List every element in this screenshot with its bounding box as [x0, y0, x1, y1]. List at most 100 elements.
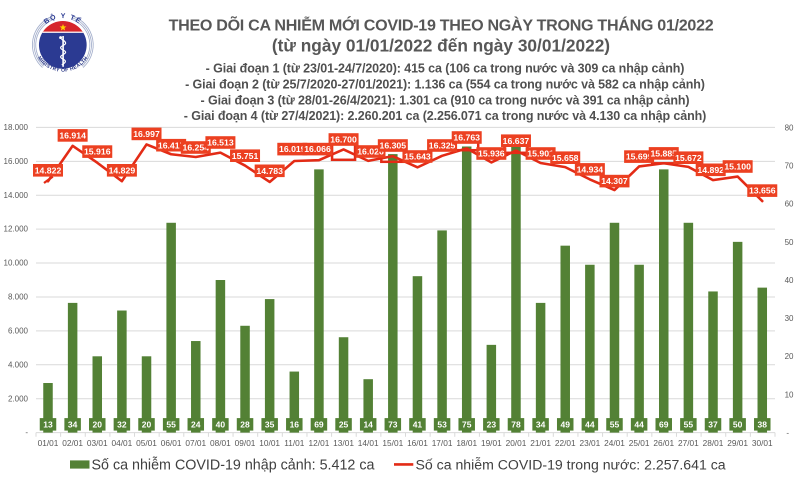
svg-text:4.000: 4.000 [8, 360, 29, 369]
svg-text:16/01: 16/01 [407, 438, 428, 448]
svg-text:13/01: 13/01 [333, 438, 354, 448]
svg-text:53: 53 [437, 419, 447, 429]
svg-text:2.000: 2.000 [8, 394, 29, 403]
svg-text:(từ ngày 01/01/2022 đến ngày 3: (từ ngày 01/01/2022 đến ngày 30/01/2022) [272, 36, 610, 56]
svg-text:16.000: 16.000 [4, 157, 29, 166]
svg-text:15.936: 15.936 [478, 149, 505, 159]
svg-text:25/01: 25/01 [629, 438, 650, 448]
svg-text:34: 34 [68, 419, 78, 429]
svg-text:16.026: 16.026 [357, 147, 384, 157]
svg-text:15.916: 15.916 [84, 147, 111, 157]
svg-text:15.643: 15.643 [404, 152, 431, 162]
svg-text:38: 38 [758, 419, 768, 429]
svg-text:15.658: 15.658 [552, 153, 579, 163]
svg-text:20: 20 [785, 352, 794, 361]
svg-text:15.672: 15.672 [675, 153, 702, 163]
svg-text:14.000: 14.000 [4, 191, 29, 200]
svg-text:07/01: 07/01 [185, 438, 206, 448]
svg-text:14.829: 14.829 [109, 165, 136, 175]
svg-text:37: 37 [708, 419, 718, 429]
svg-text:14.934: 14.934 [577, 165, 604, 175]
svg-text:73: 73 [388, 419, 398, 429]
svg-text:- Giai đoạn 4 (từ 27/4/2021):: - Giai đoạn 4 (từ 27/4/2021): 2.260.201 … [184, 109, 706, 123]
svg-text:16.763: 16.763 [453, 133, 480, 143]
svg-text:16.914: 16.914 [59, 131, 86, 141]
svg-text:13: 13 [43, 419, 53, 429]
svg-text:09/01: 09/01 [235, 438, 256, 448]
svg-text:19/01: 19/01 [481, 438, 502, 448]
svg-text:16.254: 16.254 [182, 143, 209, 153]
svg-text:75: 75 [462, 419, 472, 429]
svg-text:60: 60 [785, 200, 794, 209]
svg-text:14.307: 14.307 [601, 176, 628, 186]
svg-text:14.783: 14.783 [256, 166, 283, 176]
svg-text:50: 50 [785, 238, 794, 247]
svg-text:55: 55 [166, 419, 176, 429]
svg-text:01/01: 01/01 [38, 438, 59, 448]
svg-text:50: 50 [733, 419, 743, 429]
svg-text:8.000: 8.000 [8, 293, 29, 302]
svg-text:27/01: 27/01 [678, 438, 699, 448]
svg-text:28: 28 [240, 419, 250, 429]
svg-text:14.892: 14.892 [697, 165, 724, 175]
svg-text:26/01: 26/01 [653, 438, 674, 448]
svg-text:55: 55 [684, 419, 694, 429]
svg-text:55: 55 [610, 419, 620, 429]
svg-text:04/01: 04/01 [112, 438, 133, 448]
svg-text:02/01: 02/01 [62, 438, 83, 448]
svg-text:28/01: 28/01 [703, 438, 724, 448]
svg-text:06/01: 06/01 [161, 438, 182, 448]
svg-text:78: 78 [511, 419, 521, 429]
svg-text:14.822: 14.822 [35, 165, 62, 175]
svg-text:16.700: 16.700 [330, 135, 357, 145]
svg-text:11/01: 11/01 [284, 438, 305, 448]
svg-text:- Giai đoạn 1 (từ 23/01-24/7/2: - Giai đoạn 1 (từ 23/01-24/7/2020): 415 … [206, 62, 685, 76]
svg-text:16.325: 16.325 [429, 141, 456, 151]
svg-text:69: 69 [659, 419, 669, 429]
svg-text:16.997: 16.997 [133, 129, 160, 139]
svg-text:14: 14 [363, 419, 373, 429]
svg-text:21/01: 21/01 [530, 438, 551, 448]
svg-text:16.637: 16.637 [503, 136, 530, 146]
svg-text:20/01: 20/01 [506, 438, 527, 448]
svg-text:80: 80 [785, 123, 794, 132]
svg-text:THEO DÕI CA NHIỄM MỚI COVID-19: THEO DÕI CA NHIỄM MỚI COVID-19 THEO NGÀY… [169, 15, 714, 35]
svg-text:16.305: 16.305 [380, 141, 407, 151]
svg-text:6.000: 6.000 [8, 326, 29, 335]
svg-text:35: 35 [265, 419, 275, 429]
svg-text:40: 40 [785, 276, 794, 285]
svg-text:24: 24 [191, 419, 201, 429]
svg-text:40: 40 [216, 419, 226, 429]
svg-text:16: 16 [290, 419, 300, 429]
svg-text:18.000: 18.000 [4, 123, 29, 132]
svg-text:24/01: 24/01 [604, 438, 625, 448]
svg-text:20: 20 [142, 419, 152, 429]
svg-text:- Giai đoạn 3 (từ 28/01-26/4/2: - Giai đoạn 3 (từ 28/01-26/4/2021): 1.30… [201, 93, 690, 107]
svg-text:17/01: 17/01 [432, 438, 453, 448]
svg-text:25: 25 [339, 419, 349, 429]
svg-text:Số ca nhiễm COVID-19 nhập cảnh: Số ca nhiễm COVID-19 nhập cảnh: 5.412 ca [92, 456, 375, 473]
svg-text:14/01: 14/01 [358, 438, 379, 448]
svg-text:16.066: 16.066 [304, 144, 331, 154]
svg-text:15/01: 15/01 [382, 438, 403, 448]
svg-text:10.000: 10.000 [4, 259, 29, 268]
svg-text:- Giai đoạn 2 (từ 25/7/2020-27: - Giai đoạn 2 (từ 25/7/2020-27/01/2021):… [185, 78, 705, 92]
svg-text:16.513: 16.513 [207, 138, 234, 148]
svg-text:Số ca nhiễm COVID-19 trong nướ: Số ca nhiễm COVID-19 trong nước: 2.257.6… [416, 456, 726, 472]
svg-text:12.000: 12.000 [4, 225, 29, 234]
svg-text:-: - [786, 429, 789, 438]
svg-text:29/01: 29/01 [727, 438, 748, 448]
svg-text:13.656: 13.656 [749, 186, 776, 196]
svg-text:30: 30 [785, 314, 794, 323]
svg-text:15.885: 15.885 [650, 149, 677, 159]
svg-text:08/01: 08/01 [210, 438, 231, 448]
svg-text:15.901: 15.901 [527, 149, 554, 159]
svg-text:44: 44 [585, 419, 595, 429]
svg-text:69: 69 [314, 419, 324, 429]
svg-text:30/01: 30/01 [752, 438, 773, 448]
svg-text:20: 20 [93, 419, 103, 429]
svg-text:16.417: 16.417 [158, 140, 185, 150]
svg-text:05/01: 05/01 [136, 438, 157, 448]
svg-text:49: 49 [560, 419, 570, 429]
svg-text:12/01: 12/01 [309, 438, 330, 448]
